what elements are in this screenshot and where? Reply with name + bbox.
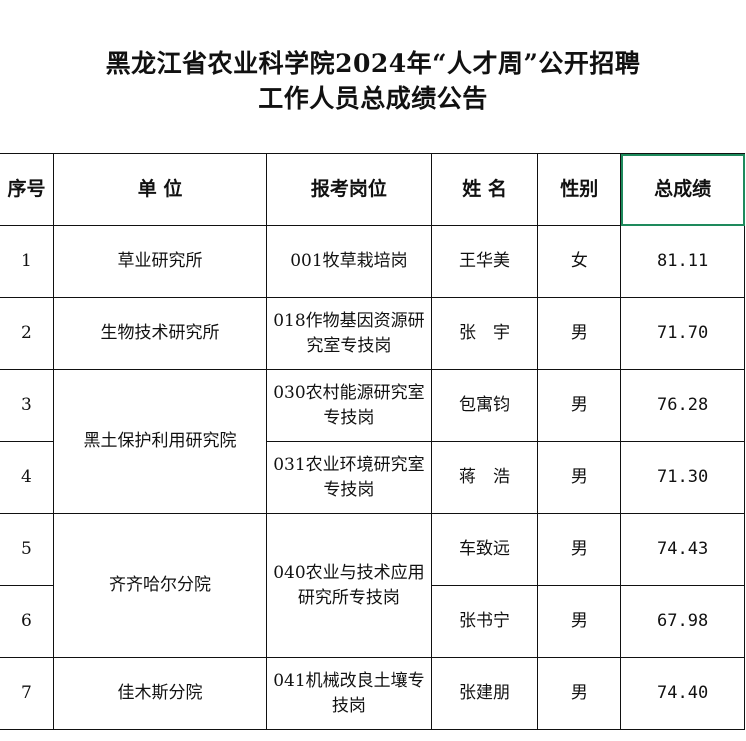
cell-post[interactable]: 018作物基因资源研究室专技岗 [266, 297, 432, 370]
cell-score[interactable]: 74.40 [620, 657, 745, 730]
table-row: 5 齐齐哈尔分院 040农业与技术应用研究所专技岗 车致远 男 74.43 [0, 513, 745, 658]
header-no[interactable]: 序号 [0, 153, 54, 226]
cell-name[interactable]: 车致远 [430, 513, 539, 586]
header-post[interactable]: 报考岗位 [266, 153, 432, 226]
cell-unit[interactable]: 佳木斯分院 [52, 657, 268, 730]
table-row: 1 草业研究所 001牧草栽培岗 王华美 女 81.11 [0, 225, 745, 298]
cell-name[interactable]: 包寓钧 [430, 369, 539, 442]
cell-unit[interactable]: 齐齐哈尔分院 [52, 513, 268, 658]
cell-no[interactable]: 5 [0, 513, 54, 586]
cell-gender[interactable]: 男 [537, 297, 622, 370]
cell-post[interactable]: 001牧草栽培岗 [266, 225, 432, 298]
cell-name[interactable]: 张 宇 [430, 297, 539, 370]
table-row: 4 031农业环境研究室专技岗 蒋 浩 男 71.30 [0, 441, 745, 514]
cell-name[interactable]: 蒋 浩 [430, 441, 539, 514]
header-name[interactable]: 姓 名 [430, 153, 539, 226]
cell-score[interactable]: 71.30 [620, 441, 745, 514]
page-title-line1: 黑龙江省农业科学院2024年“人才周”公开招聘 [105, 49, 641, 78]
cell-gender[interactable]: 男 [537, 513, 622, 586]
cell-gender[interactable]: 男 [537, 441, 622, 514]
cell-no[interactable]: 6 [0, 585, 54, 658]
cell-post[interactable]: 030农村能源研究室专技岗 [266, 369, 432, 442]
page-title-line2: 工作人员总成绩公告 [258, 84, 488, 113]
header-gender[interactable]: 性别 [537, 153, 622, 226]
cell-gender[interactable]: 男 [537, 657, 622, 730]
cell-score[interactable]: 71.70 [620, 297, 745, 370]
cell-gender[interactable]: 女 [537, 225, 622, 298]
cell-post[interactable]: 040农业与技术应用研究所专技岗 [266, 513, 432, 658]
cell-score[interactable]: 76.28 [620, 369, 745, 442]
cell-no[interactable]: 1 [0, 225, 54, 298]
header-unit[interactable]: 单 位 [52, 153, 268, 226]
header-score[interactable]: 总成绩 [620, 153, 745, 226]
cell-name[interactable]: 张书宁 [430, 585, 539, 658]
table-row: 2 生物技术研究所 018作物基因资源研究室专技岗 张 宇 男 71.70 [0, 297, 745, 370]
cell-unit[interactable]: 生物技术研究所 [52, 297, 268, 370]
cell-no[interactable]: 4 [0, 441, 54, 514]
cell-score[interactable]: 81.11 [620, 225, 745, 298]
table-row: 6 张书宁 男 67.98 [0, 585, 745, 658]
results-table: 序号 单 位 报考岗位 姓 名 性别 总成绩 1 草业研究所 001牧草栽培岗 … [0, 153, 745, 730]
cell-post[interactable]: 031农业环境研究室专技岗 [266, 441, 432, 514]
cell-score[interactable]: 67.98 [620, 585, 745, 658]
cell-no[interactable]: 7 [0, 657, 54, 730]
table-row: 7 佳木斯分院 041机械改良土壤专技岗 张建朋 男 74.40 [0, 657, 745, 730]
cell-name[interactable]: 王华美 [430, 225, 539, 298]
table-row: 3 黑土保护利用研究院 030农村能源研究室专技岗 包寓钧 男 76.28 [0, 369, 745, 514]
cell-score[interactable]: 74.43 [620, 513, 745, 586]
cell-unit[interactable]: 草业研究所 [52, 225, 268, 298]
cell-gender[interactable]: 男 [537, 369, 622, 442]
header-row: 序号 单 位 报考岗位 姓 名 性别 总成绩 [0, 153, 745, 226]
cell-unit[interactable]: 黑土保护利用研究院 [52, 369, 268, 514]
cell-no[interactable]: 2 [0, 297, 54, 370]
cell-gender[interactable]: 男 [537, 585, 622, 658]
cell-name[interactable]: 张建朋 [430, 657, 539, 730]
cell-post[interactable]: 041机械改良土壤专技岗 [266, 657, 432, 730]
cell-no[interactable]: 3 [0, 369, 54, 442]
